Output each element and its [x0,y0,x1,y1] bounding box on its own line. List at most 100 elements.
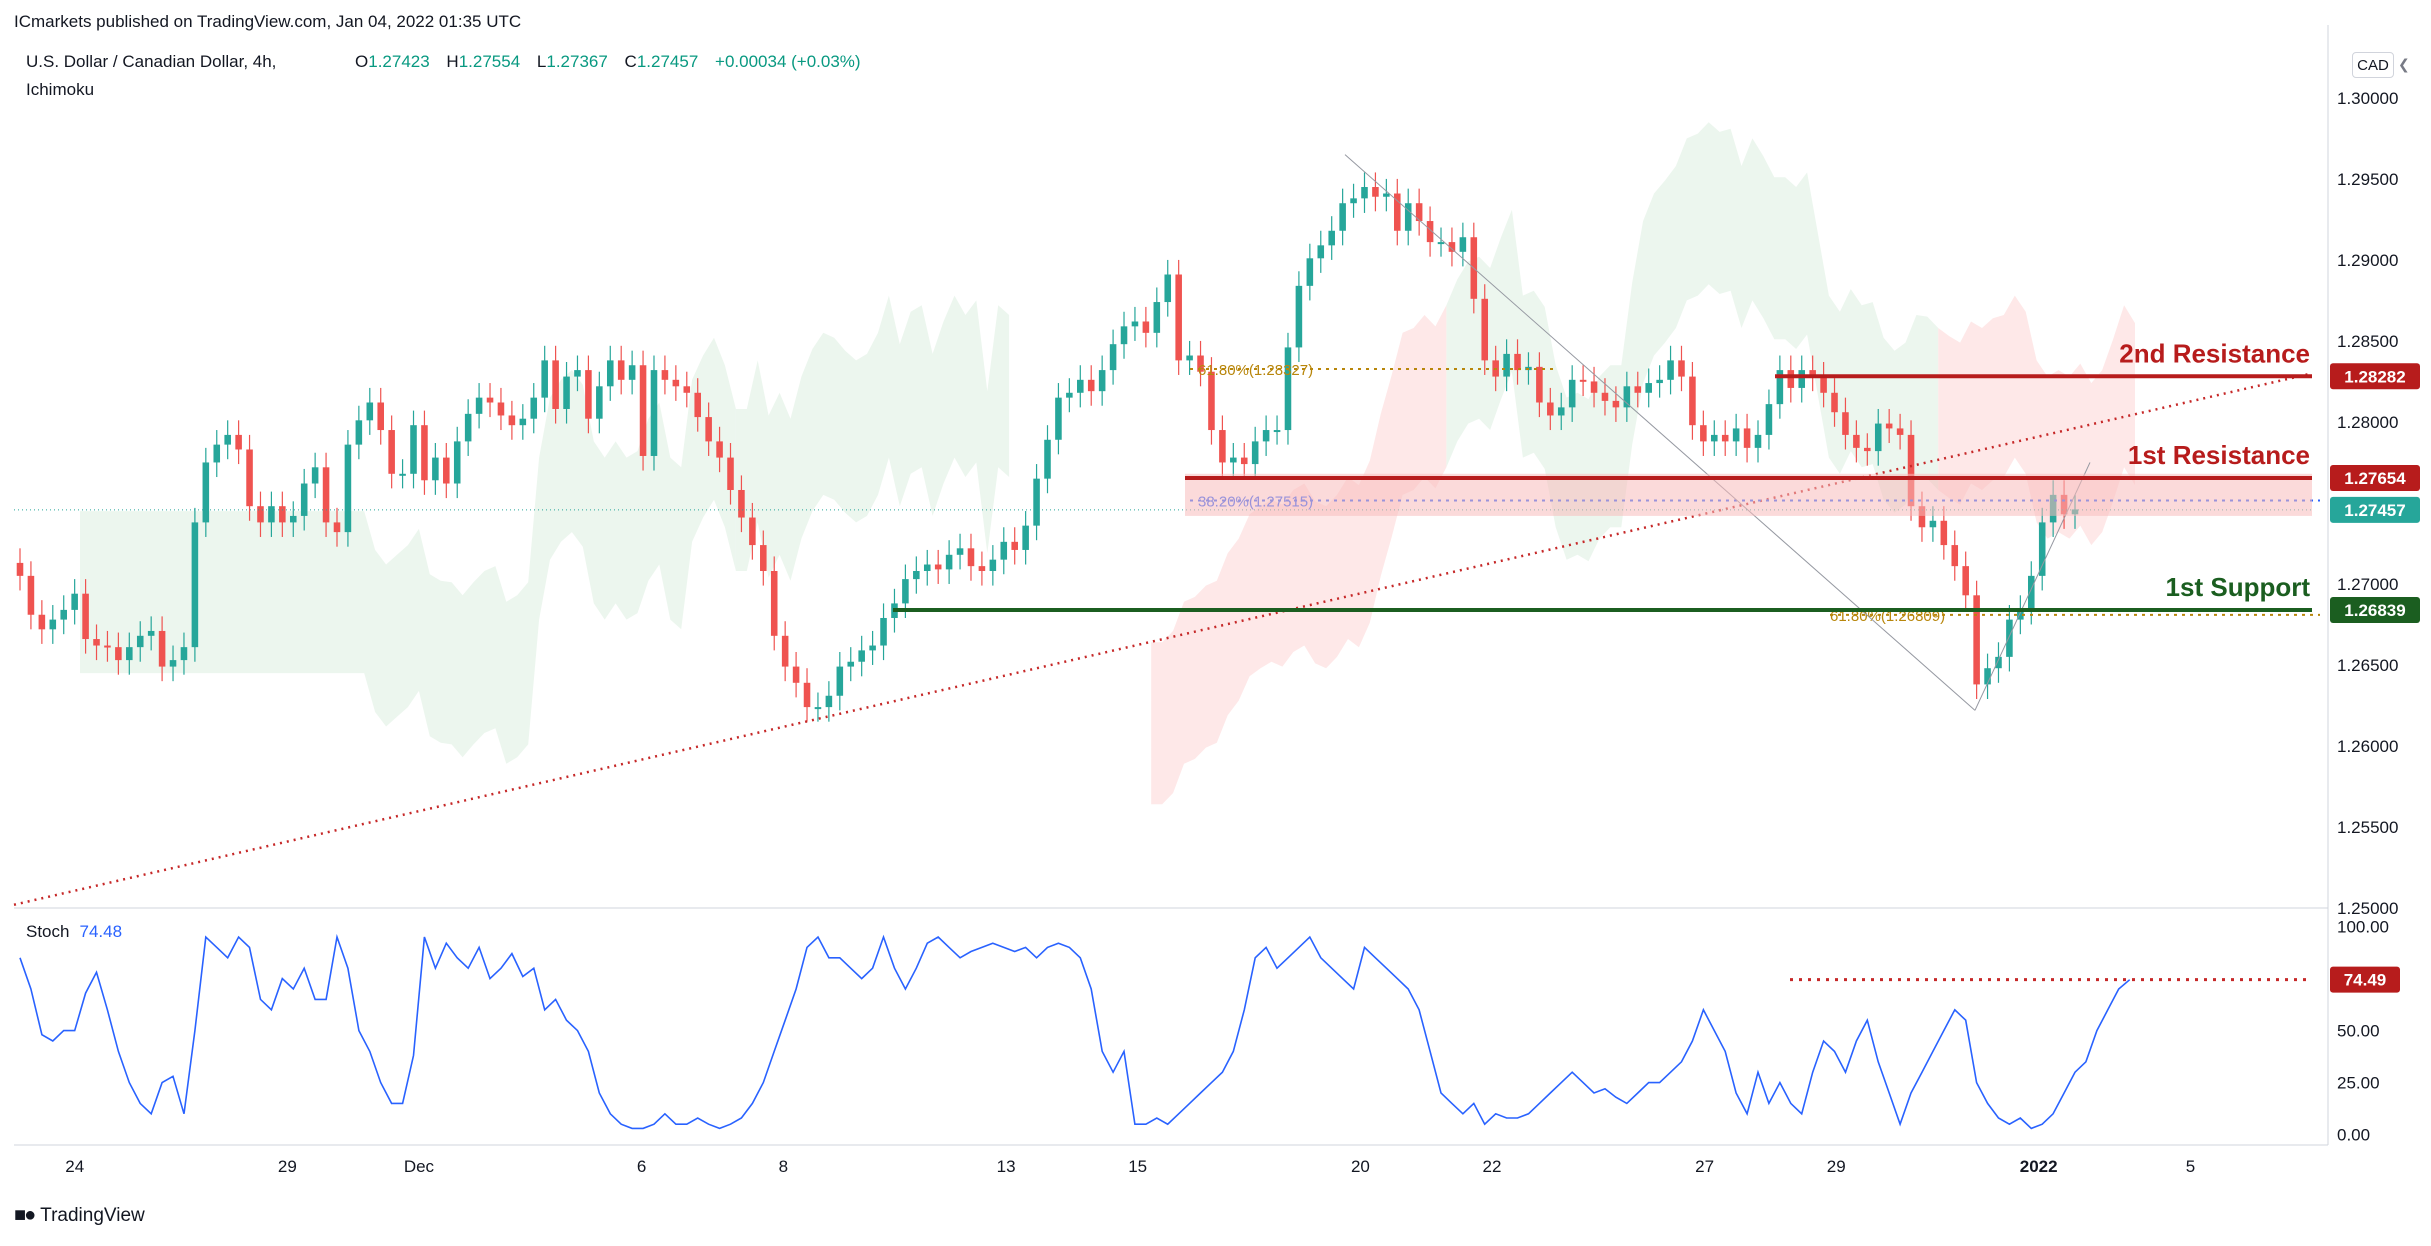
tradingview-logo-icon: ■● [14,1204,36,1226]
candle-body [781,635,789,667]
candle-body [1885,423,1893,429]
symbol-title: U.S. Dollar / Canadian Dollar, 4h, [26,52,277,71]
candle-body [475,397,483,414]
cloud-segment [80,337,736,764]
candle-body [333,522,341,533]
close-value: 1.27457 [636,52,699,71]
candle-body [27,575,35,615]
tradingview-brand[interactable]: ■● TradingView [14,1204,145,1227]
candle-body [453,441,461,484]
time-tick-label: 13 [997,1157,1016,1176]
open-value: 1.27423 [368,52,430,71]
candle-body [1000,541,1008,560]
candle-body [1339,203,1346,231]
stoch-legend: Stoch 74.48 [26,922,122,942]
candle-body [464,413,472,442]
candle-body [1634,386,1642,393]
candle-body [661,370,669,380]
candle-body [1219,430,1226,463]
candle-body [672,379,680,387]
candle-body [355,420,363,445]
time-tick-label: 29 [278,1157,297,1176]
stoch-tick-label: 25.00 [2337,1074,2380,1093]
candle-body [366,402,374,421]
chevron-icon[interactable]: ❮ [2398,56,2410,72]
price-tick-label: 1.28500 [2337,332,2398,351]
fib-label: 61.80%(1.28327) [1198,362,1313,379]
price-label-text: 1.28282 [2344,367,2405,386]
candle-body [1623,386,1631,408]
candle-body [1896,428,1904,435]
candle-body [1721,434,1729,442]
candle-body [1087,379,1095,392]
candle-body [279,506,286,523]
candle-body [1557,407,1565,416]
candle-body [552,360,559,409]
candle-body [1120,326,1128,345]
candle-body [60,609,68,620]
candle-body [289,515,297,523]
currency-button[interactable]: CAD [2352,52,2394,78]
candle-body [224,434,231,445]
candle-body [1415,203,1423,222]
candle-body [1579,379,1587,382]
candle-body [1864,447,1871,452]
stoch-tick-label: 0.00 [2337,1126,2370,1145]
candle-body [497,402,505,416]
brand-label: TradingView [40,1204,145,1226]
candle-body [519,418,527,426]
price-label-box [2330,465,2420,492]
candle-body [1175,274,1182,361]
candle-body [956,548,964,555]
cloud-segment [1446,122,1939,562]
candle-body [432,457,439,481]
stoch-line [19,933,2131,1130]
candle-body [836,666,844,696]
candle-body [792,666,800,683]
candle-body [628,365,636,380]
candle-body [1055,397,1062,440]
candle-body [421,425,428,481]
candle-body [1011,541,1018,550]
candle-body [1831,392,1838,413]
low-label: L [536,52,547,71]
price-tick-label: 1.26000 [2337,737,2398,756]
candle-body [1809,370,1816,377]
time-tick-label: 29 [1827,1157,1846,1176]
candle-body [1787,370,1795,388]
candle-body [1109,344,1117,371]
candle-body [268,506,275,523]
candle-body [1711,434,1718,442]
high-value: 1.27554 [458,52,521,71]
candle-body [1186,355,1193,361]
candle-body [377,402,384,431]
candle-body [1295,285,1303,348]
candle-body [1273,430,1281,433]
price-tick-label: 1.25000 [2337,899,2398,918]
candle-body [1153,302,1161,333]
candle-body [683,386,691,393]
stoch-label: Stoch [26,922,70,941]
ichimoku-cloud [80,122,2135,805]
candle-body [1656,379,1663,384]
candle-body [1820,376,1827,393]
candle-body [1383,193,1390,197]
price-tick-label: 1.29500 [2337,170,2398,189]
price-label-box [2330,363,2420,390]
candle-body [1033,478,1040,526]
candle-body [1940,520,1948,546]
candle-body [213,444,221,463]
candle-body [760,545,767,572]
candle-body [322,467,330,523]
candle-body [1394,193,1401,231]
change-value: +0.00034 (+0.03%) [715,52,861,71]
cloud-segment [735,295,1010,581]
time-tick-label: 27 [1695,1157,1714,1176]
candle-body [191,522,199,648]
stoch-tick-label: 50.00 [2337,1022,2380,1041]
candle-body [1842,412,1849,435]
candle-body [716,441,723,458]
candle-body [945,554,953,570]
candle-body [1907,434,1915,507]
